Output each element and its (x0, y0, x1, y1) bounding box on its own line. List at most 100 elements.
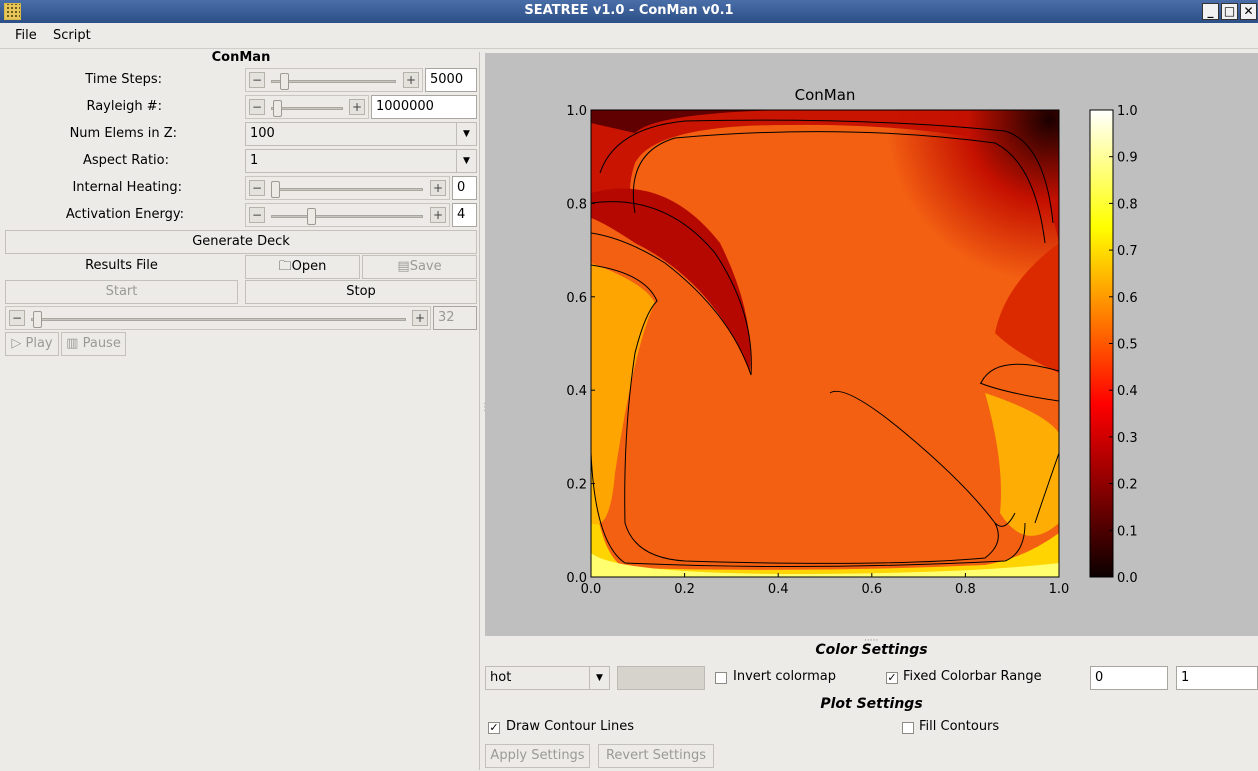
start-button[interactable]: Start (5, 280, 238, 304)
apply-settings-button[interactable]: Apply Settings (485, 744, 590, 768)
internal-heating-input[interactable]: 0 (452, 176, 477, 200)
colorbar-tick-label: 0.9 (1117, 151, 1138, 166)
contour-lines-label: Draw Contour Lines (506, 719, 634, 734)
close-button[interactable]: ✕ (1240, 3, 1257, 20)
num-elems-label: Num Elems in Z: (69, 126, 177, 141)
time-steps-label: Time Steps: (85, 72, 162, 87)
time-steps-input[interactable]: 5000 (425, 68, 477, 92)
num-elems-value: 100 (250, 126, 275, 141)
revert-settings-button[interactable]: Revert Settings (598, 744, 714, 768)
y-tick-label: 0.4 (566, 384, 587, 399)
frame-slider[interactable]: − + (5, 306, 431, 330)
slider-thumb[interactable] (33, 311, 42, 328)
rayleigh-input[interactable]: 1000000 (371, 95, 477, 119)
contour-lines-checkbox[interactable]: ✓ (488, 721, 500, 734)
save-icon: ▤ (397, 259, 410, 274)
minus-icon[interactable]: − (9, 310, 25, 326)
pause-button[interactable]: ▥ Pause (61, 332, 126, 356)
plus-icon[interactable]: + (349, 99, 365, 115)
colorbar-tick-label: 0.0 (1117, 571, 1138, 586)
y-tick-label: 0.8 (566, 197, 587, 212)
activation-energy-label: Activation Energy: (65, 207, 184, 222)
x-tick-label: 0.8 (955, 582, 976, 597)
chevron-down-icon[interactable]: ▼ (456, 150, 476, 172)
y-tick-label: 0.6 (566, 291, 587, 306)
plus-icon[interactable]: + (412, 310, 428, 326)
x-axis: 0.0 0.2 0.4 0.6 0.8 1.0 (581, 573, 1070, 597)
internal-heating-slider[interactable]: − + (245, 176, 450, 200)
colorbar-tick-label: 0.6 (1117, 291, 1138, 306)
aspect-ratio-label: Aspect Ratio: (82, 153, 169, 168)
num-elems-select[interactable]: 100 ▼ (245, 122, 477, 146)
rayleigh-slider[interactable]: − + (245, 95, 369, 119)
chevron-down-icon[interactable]: ▼ (589, 667, 609, 689)
y-tick-label: 0.0 (566, 571, 587, 586)
x-tick-label: 0.6 (861, 582, 882, 597)
invert-colormap-checkbox[interactable] (715, 672, 727, 684)
chevron-down-icon[interactable]: ▼ (456, 123, 476, 145)
internal-heating-label: Internal Heating: (72, 180, 182, 195)
plot-frame (590, 109, 1060, 578)
y-tick-label: 1.0 (566, 104, 587, 119)
open-button[interactable]: 🗀Open (245, 255, 360, 279)
minus-icon[interactable]: − (249, 180, 265, 196)
colormap-select[interactable]: hot ▼ (485, 666, 610, 690)
slider-thumb[interactable] (273, 100, 282, 117)
plus-icon[interactable]: + (403, 72, 419, 88)
slider-thumb[interactable] (307, 208, 316, 225)
panel-title: ConMan (211, 50, 271, 65)
title-bar: SEATREE v1.0 - ConMan v0.1 _ □ ✕ (0, 0, 1258, 23)
colorbar-tick-label: 0.3 (1117, 431, 1138, 446)
save-button[interactable]: ▤Save (362, 255, 477, 279)
slider-thumb[interactable] (280, 73, 289, 90)
activation-energy-input[interactable]: 4 (452, 203, 477, 227)
stop-button[interactable]: Stop (245, 280, 477, 304)
fill-contours-checkbox[interactable] (902, 722, 914, 734)
y-tick-label: 0.2 (566, 478, 587, 493)
play-icon: ▷ (11, 336, 22, 351)
menu-script[interactable]: Script (53, 28, 91, 43)
fixed-colorbar-checkbox[interactable]: ✓ (886, 671, 898, 684)
x-tick-label: 1.0 (1049, 582, 1070, 597)
plot-settings-title: Plot Settings (820, 696, 923, 712)
chart-title: ConMan (795, 86, 856, 104)
colormap-value: hot (490, 670, 512, 685)
folder-icon: 🗀 (278, 259, 292, 274)
results-file-label: Results File (85, 258, 158, 273)
activation-energy-slider[interactable]: − + (245, 203, 450, 227)
color-settings-title: Color Settings (815, 642, 928, 658)
play-button[interactable]: ▷ Play (5, 332, 59, 356)
colorbar-axis: 0.0 0.1 0.2 0.3 0.4 0.5 0.6 0.7 0.8 0.9 1.0 (1109, 104, 1138, 586)
resize-handle-icon[interactable]: ····· (864, 636, 879, 646)
heatmap-field (591, 110, 1059, 577)
colorbar-tick-label: 0.5 (1117, 338, 1138, 353)
x-tick-label: 0.4 (768, 582, 789, 597)
colorbar-tick-label: 0.1 (1117, 524, 1138, 539)
y-axis: 0.0 0.2 0.4 0.6 0.8 1.0 (566, 104, 595, 586)
menu-file[interactable]: File (15, 28, 37, 43)
range-max-input[interactable]: 1 (1176, 666, 1258, 690)
plus-icon[interactable]: + (430, 180, 446, 196)
slider-thumb[interactable] (271, 181, 280, 198)
colorbar-tick-label: 1.0 (1117, 104, 1138, 119)
app-icon (4, 3, 21, 20)
x-tick-label: 0.2 (674, 582, 695, 597)
minimize-button[interactable]: _ (1202, 3, 1219, 20)
window-title: SEATREE v1.0 - ConMan v0.1 (524, 3, 734, 18)
colorbar-tick-label: 0.2 (1117, 478, 1138, 493)
minus-icon[interactable]: − (249, 99, 265, 115)
colorbar-tick-label: 0.7 (1117, 244, 1138, 259)
frame-input[interactable]: 32 (433, 306, 477, 330)
fixed-colorbar-label: Fixed Colorbar Range (903, 669, 1042, 684)
aspect-ratio-select[interactable]: 1 ▼ (245, 149, 477, 173)
time-steps-slider[interactable]: − + (245, 68, 423, 92)
plus-icon[interactable]: + (430, 207, 446, 223)
minus-icon[interactable]: − (249, 72, 265, 88)
minus-icon[interactable]: − (249, 207, 265, 223)
heatmap-chart: ConMan 0.0 0.2 0.4 0.6 0.8 1.0 0.00.20. (566, 86, 1138, 597)
aspect-ratio-value: 1 (250, 153, 259, 168)
maximize-button[interactable]: □ (1221, 3, 1238, 20)
range-min-input[interactable]: 0 (1090, 666, 1168, 690)
generate-deck-button[interactable]: Generate Deck (5, 230, 477, 254)
invert-colormap-label: Invert colormap (733, 669, 837, 684)
